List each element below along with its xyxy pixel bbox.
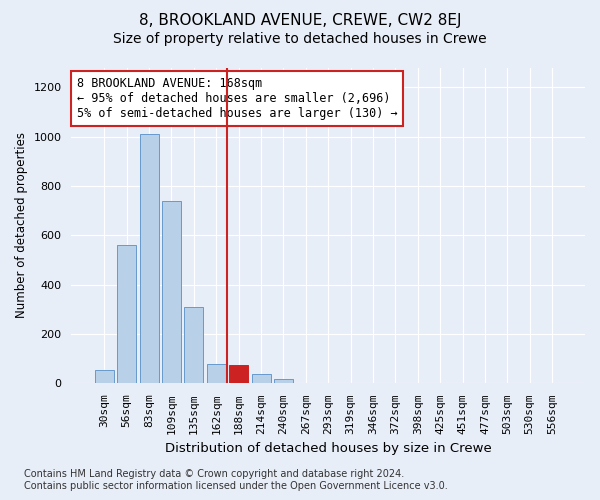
Bar bbox=[207, 364, 226, 384]
Bar bbox=[274, 379, 293, 384]
Bar bbox=[184, 307, 203, 384]
Y-axis label: Number of detached properties: Number of detached properties bbox=[15, 132, 28, 318]
Bar bbox=[95, 370, 114, 384]
Text: Contains HM Land Registry data © Crown copyright and database right 2024.
Contai: Contains HM Land Registry data © Crown c… bbox=[24, 470, 448, 491]
Bar bbox=[251, 374, 271, 384]
X-axis label: Distribution of detached houses by size in Crewe: Distribution of detached houses by size … bbox=[165, 442, 491, 455]
Bar bbox=[117, 245, 136, 384]
Bar bbox=[229, 365, 248, 384]
Text: 8 BROOKLAND AVENUE: 168sqm
← 95% of detached houses are smaller (2,696)
5% of se: 8 BROOKLAND AVENUE: 168sqm ← 95% of deta… bbox=[77, 77, 397, 120]
Text: Size of property relative to detached houses in Crewe: Size of property relative to detached ho… bbox=[113, 32, 487, 46]
Bar bbox=[140, 134, 158, 384]
Text: 8, BROOKLAND AVENUE, CREWE, CW2 8EJ: 8, BROOKLAND AVENUE, CREWE, CW2 8EJ bbox=[139, 12, 461, 28]
Bar bbox=[296, 382, 316, 384]
Bar bbox=[162, 201, 181, 384]
